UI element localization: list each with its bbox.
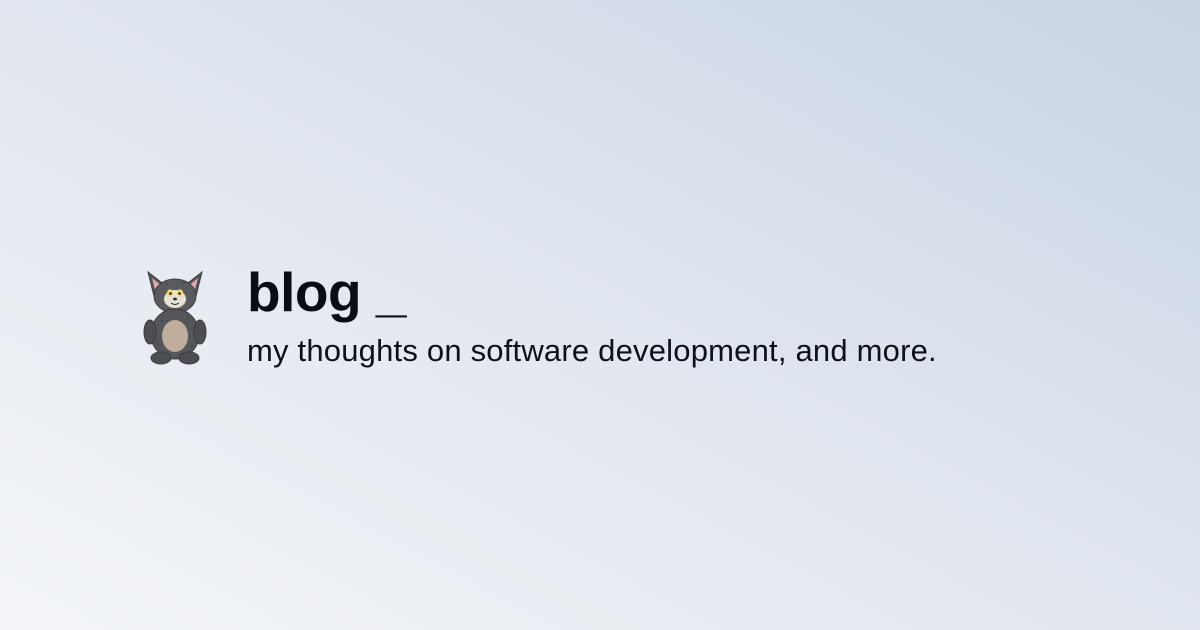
- cat-mascot-icon: [143, 270, 207, 365]
- blog-tagline: my thoughts on software development, and…: [247, 333, 937, 368]
- brand-header: blog _ my thoughts on software developme…: [140, 262, 937, 370]
- blog-title: blog _: [247, 261, 406, 323]
- brand-text: blog _ my thoughts on software developme…: [247, 262, 937, 370]
